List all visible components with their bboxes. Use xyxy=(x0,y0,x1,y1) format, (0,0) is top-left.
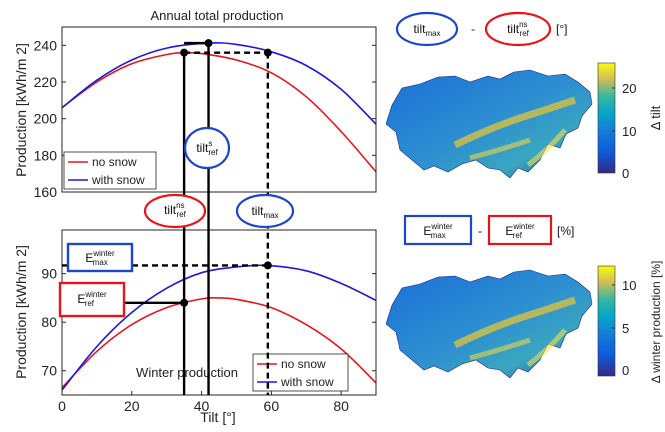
legend-label-no-snow: no snow xyxy=(281,357,326,371)
svg-text:20: 20 xyxy=(622,81,636,96)
x-tick-label: 20 xyxy=(124,398,140,414)
formula-left-ellipse xyxy=(395,11,459,47)
delta-winter-map-panel: Ewinter max - Ewinter ref [%] 10 5 0 Δ win… xyxy=(385,214,663,384)
guide-marker xyxy=(263,48,272,57)
guide-marker xyxy=(180,298,189,307)
svg-text:[%]: [%] xyxy=(557,224,574,238)
y-tick-label: 240 xyxy=(34,37,58,53)
y-tick-label: 90 xyxy=(41,266,57,282)
series-line-with-snow xyxy=(62,264,376,391)
formula-right-box xyxy=(487,214,553,246)
svg-text:0: 0 xyxy=(622,363,629,378)
switzerland-map xyxy=(385,69,593,179)
y-tick-labels: 160 180 200 220 240 xyxy=(34,37,376,200)
colorbar: 10 5 0 Δ winter production [%] xyxy=(597,261,663,384)
colorbar-label: Δ winter production [%] xyxy=(649,261,663,384)
svg-text:10: 10 xyxy=(622,124,636,139)
series-line-no-snow xyxy=(62,296,376,389)
series-line-with-snow xyxy=(62,42,376,125)
formula-header: Ewinter max - Ewinter ref [%] xyxy=(403,214,574,246)
x-axis-label: Tilt [°] xyxy=(200,409,235,425)
formula-header: tiltmax - tiltns ref [°] xyxy=(395,11,567,47)
series-lines xyxy=(62,42,376,173)
x-tick-label: 40 xyxy=(194,398,210,414)
svg-text:[°]: [°] xyxy=(556,22,567,36)
svg-text:tiltmax: tiltmax xyxy=(251,204,278,220)
y-tick-label: 220 xyxy=(34,74,58,90)
svg-text:5: 5 xyxy=(622,321,629,336)
y-tick-label: 80 xyxy=(41,314,57,330)
series-line-no-snow xyxy=(62,51,376,173)
x-tick-label: 60 xyxy=(264,398,280,414)
y-tick-label: 160 xyxy=(34,184,58,200)
switzerland-map xyxy=(385,269,593,379)
guide-marker xyxy=(180,48,189,57)
legend: no snow with snow xyxy=(63,151,157,190)
annotation-e-winter-max: Ewinter max xyxy=(66,242,134,273)
y-tick-label: 70 xyxy=(41,363,57,379)
y-tick-label: 180 xyxy=(34,147,58,163)
guide-marker xyxy=(204,39,213,48)
svg-text:10: 10 xyxy=(622,278,636,293)
x-tick-label: 80 xyxy=(333,398,349,414)
annotation-tilt-max: tiltmax xyxy=(235,193,295,229)
tick-labels: 70 80 90 0 20 40 60 80 xyxy=(41,266,376,414)
plot-frame xyxy=(61,26,377,193)
x-tick-label: 0 xyxy=(58,398,66,414)
chart-title: Annual total production xyxy=(151,8,284,23)
annotation-e-winter-ref: Ewinter ref xyxy=(58,281,126,318)
formula-left-box xyxy=(403,214,473,246)
svg-text:-: - xyxy=(478,224,482,238)
series-lines xyxy=(62,264,376,391)
y-tick-label: 200 xyxy=(34,111,58,127)
svg-text:-: - xyxy=(471,22,475,36)
colorbar: 20 10 0 Δ tilt xyxy=(597,62,663,181)
annotation-tilt-s-ref: tilts ref xyxy=(183,126,231,170)
annotation-tilt-ns-ref: tiltns ref xyxy=(143,193,207,229)
svg-text:tiltmax: tiltmax xyxy=(413,22,440,38)
y-axis-label: Production [kWh/m 2] xyxy=(13,43,29,177)
guide-marker xyxy=(263,261,272,270)
formula-right-ellipse xyxy=(484,11,552,47)
legend-label-with-snow: with snow xyxy=(91,173,145,187)
svg-text:0: 0 xyxy=(622,166,629,181)
legend-box xyxy=(63,151,157,190)
y-axis-label: Production [kWh/m 2] xyxy=(13,245,29,379)
chart-title: Winter production xyxy=(136,365,238,380)
annual-production-chart: Annual total production Production [kWh/… xyxy=(13,8,377,200)
legend-label-with-snow: with snow xyxy=(280,375,334,389)
delta-tilt-map-panel: tiltmax - tiltns ref [°] 20 10 0 Δ tilt xyxy=(385,11,663,181)
colorbar-label: Δ tilt xyxy=(648,105,663,130)
legend-label-no-snow: no snow xyxy=(92,155,137,169)
